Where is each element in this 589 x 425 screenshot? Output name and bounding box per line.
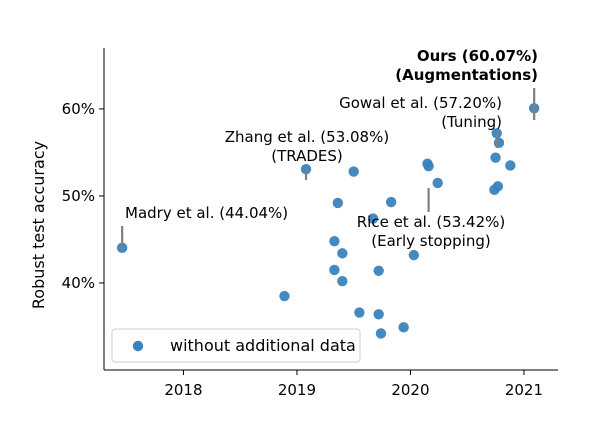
data-point	[375, 328, 387, 339]
annotation-text: (Early stopping)	[371, 232, 490, 250]
data-point	[493, 137, 505, 149]
x-tick-label: 2018	[164, 381, 202, 399]
annotation-text: Gowal et al. (57.20%)	[339, 94, 502, 112]
data-point	[398, 322, 409, 333]
annotations: Madry et al. (44.04%) Zhang et al. (53.08…	[121, 47, 538, 250]
annotation-text: Zhang et al. (53.08%)	[225, 128, 389, 146]
annotation-text: (TRADES)	[271, 147, 343, 165]
data-point	[492, 181, 504, 192]
x-tick-label: 2021	[505, 381, 543, 399]
data-point	[348, 166, 359, 177]
data-point	[337, 248, 348, 259]
legend-box	[111, 328, 361, 363]
data-point	[329, 264, 340, 276]
y-axis-label: Robust test accuracy	[29, 141, 48, 309]
annotation-text: Rice et al. (53.42%)	[357, 213, 506, 231]
data-point	[373, 265, 384, 276]
data-point	[332, 197, 344, 209]
data-point	[367, 213, 379, 224]
y-tick-label: 40%	[62, 274, 95, 292]
data-point	[279, 290, 290, 302]
data-point	[385, 196, 397, 208]
legend-marker	[132, 340, 144, 352]
annotation-text: Ours (60.07%)	[417, 47, 538, 65]
data-point	[408, 249, 420, 261]
data-point	[354, 307, 365, 318]
annotation-text: Madry et al. (44.04%)	[125, 204, 288, 222]
x-tick-label: 2019	[278, 381, 316, 399]
data-point	[491, 128, 502, 139]
data-point	[432, 177, 443, 189]
y-tick-label: 50%	[62, 187, 95, 205]
axes: 2018 2019 2020 2021 40% 50% 60% Robust test acc…	[29, 48, 558, 399]
data-point	[373, 309, 384, 320]
data-point	[423, 160, 434, 172]
data-points	[116, 103, 540, 339]
data-point	[505, 160, 516, 171]
annotation-text: (Augmentations)	[395, 66, 538, 84]
data-point	[490, 152, 501, 163]
y-tick-label: 60%	[62, 100, 95, 118]
legend: without additional data	[111, 328, 361, 363]
data-point	[329, 236, 340, 247]
x-tick-label: 2020	[391, 381, 429, 399]
legend-label: without additional data	[170, 336, 356, 355]
data-point	[337, 276, 348, 287]
annotation-text: (Tuning)	[441, 113, 502, 131]
